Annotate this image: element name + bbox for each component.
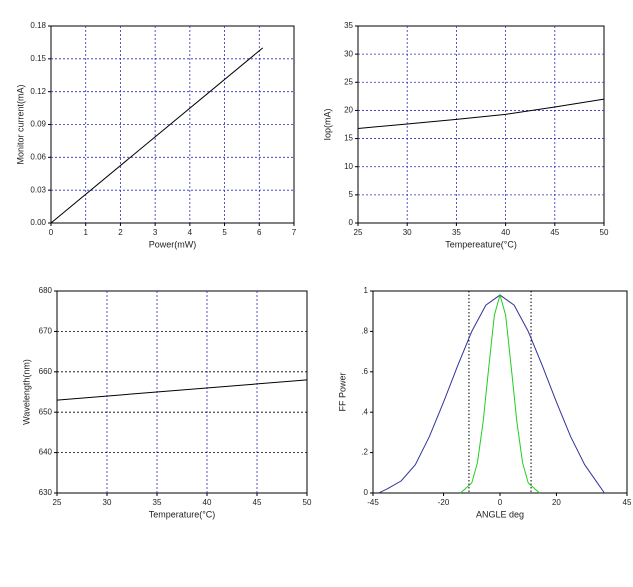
x-tick-label: 30 xyxy=(103,498,112,507)
y-axis-label: Monitor current(mA) xyxy=(15,84,25,164)
x-tick-label: 25 xyxy=(354,228,363,237)
y-tick-label: 640 xyxy=(39,448,53,457)
x-tick-label: 1 xyxy=(83,228,88,237)
y-tick-label: 670 xyxy=(39,327,53,336)
x-tick-label: 0 xyxy=(498,498,503,507)
data-line xyxy=(460,293,540,494)
y-tick-label: 35 xyxy=(344,21,353,30)
y-tick-label: 0 xyxy=(349,218,354,227)
data-line xyxy=(56,379,308,401)
x-tick-label: 0 xyxy=(49,228,54,237)
plot-frame xyxy=(357,25,605,224)
y-tick-label: 10 xyxy=(344,162,353,171)
x-tick-label: 45 xyxy=(623,498,632,507)
x-tick-label: 30 xyxy=(403,228,412,237)
x-axis-label: Temperature(°C) xyxy=(149,509,216,519)
x-tick-label: 6 xyxy=(257,228,262,237)
y-tick-label: 0.09 xyxy=(30,120,46,129)
y-tick-label: 660 xyxy=(39,367,53,376)
x-tick-label: 20 xyxy=(552,498,561,507)
y-tick-label: .4 xyxy=(361,407,368,416)
x-tick-label: 50 xyxy=(303,498,312,507)
x-tick-label: 35 xyxy=(153,498,162,507)
y-tick-label: 680 xyxy=(39,286,53,295)
y-axis-label: Iop(mA) xyxy=(322,108,332,140)
x-tick-label: 5 xyxy=(222,228,227,237)
y-tick-label: 0.06 xyxy=(30,152,46,161)
x-axis-label: Tempereature(°C) xyxy=(445,239,517,249)
x-tick-label: 2 xyxy=(118,228,123,237)
plot-frame xyxy=(56,290,308,494)
y-axis-label: FF Power xyxy=(337,372,347,411)
x-tick-label: -45 xyxy=(367,498,379,507)
x-tick-label: 7 xyxy=(292,228,297,237)
y-tick-label: 0.00 xyxy=(30,218,46,227)
x-axis-label: ANGLE deg xyxy=(476,509,524,519)
y-tick-label: 0 xyxy=(364,488,369,497)
x-tick-label: 40 xyxy=(203,498,212,507)
y-tick-label: 1 xyxy=(364,286,369,295)
y-tick-label: 30 xyxy=(344,49,353,58)
y-tick-label: 5 xyxy=(349,190,354,199)
y-tick-label: 0.03 xyxy=(30,185,46,194)
y-tick-label: 650 xyxy=(39,407,53,416)
x-axis-label: Power(mW) xyxy=(149,239,197,249)
x-tick-label: 45 xyxy=(550,228,559,237)
y-tick-label: 20 xyxy=(344,106,353,115)
y-tick-label: 0.12 xyxy=(30,87,46,96)
data-line xyxy=(50,47,264,224)
x-tick-label: 3 xyxy=(153,228,158,237)
y-tick-label: .8 xyxy=(361,327,368,336)
y-tick-label: 0.18 xyxy=(30,21,46,30)
y-tick-label: 25 xyxy=(344,77,353,86)
y-tick-label: .6 xyxy=(361,367,368,376)
data-line xyxy=(378,294,605,494)
y-axis-label: Wavelength(nm) xyxy=(21,359,31,425)
plot-frame xyxy=(372,290,628,494)
x-tick-label: 40 xyxy=(501,228,510,237)
y-tick-label: 15 xyxy=(344,134,353,143)
x-tick-label: 35 xyxy=(452,228,461,237)
y-tick-label: 630 xyxy=(39,488,53,497)
x-tick-label: 4 xyxy=(188,228,193,237)
y-tick-label: 0.15 xyxy=(30,54,46,63)
x-tick-label: 25 xyxy=(53,498,62,507)
x-tick-label: 50 xyxy=(600,228,609,237)
x-tick-label: 45 xyxy=(253,498,262,507)
data-line xyxy=(357,98,605,129)
y-tick-label: .2 xyxy=(361,448,368,457)
x-tick-label: -20 xyxy=(438,498,450,507)
